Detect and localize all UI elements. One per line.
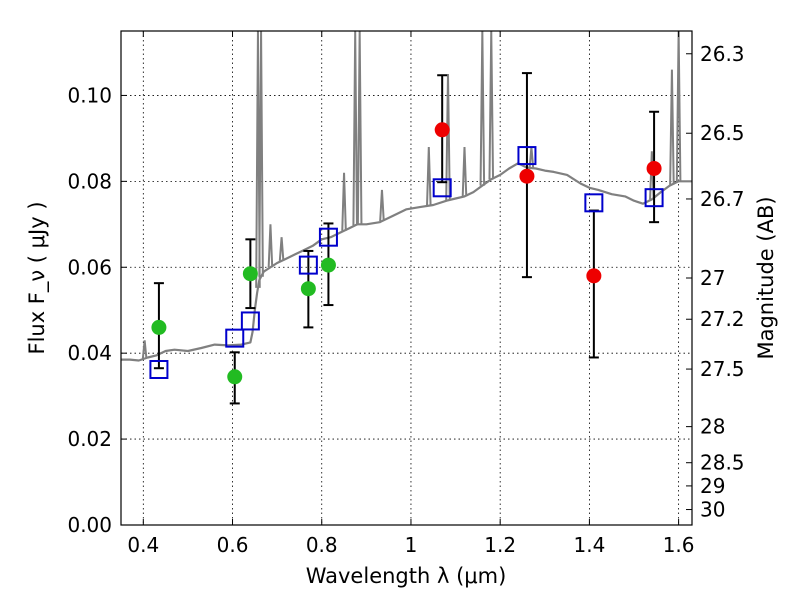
right-tick-label: 28.5 bbox=[700, 451, 745, 475]
red-data-point bbox=[434, 122, 450, 138]
plot-area bbox=[121, 31, 692, 405]
emission-line bbox=[461, 146, 468, 197]
model-photometry-square bbox=[298, 255, 318, 275]
emission-line bbox=[649, 151, 655, 200]
emission-line bbox=[379, 189, 385, 222]
y-tick-label: 0.06 bbox=[67, 255, 112, 279]
plot-frame bbox=[120, 30, 693, 526]
y-axis-label: Flux F_ν ( μJy ) bbox=[25, 201, 50, 354]
axis-ticks: 0.4 0.6 0.8 1 1.2 1.4 1.6 0.00 0.02 0.04 0.06 0.08 0… bbox=[67, 31, 745, 557]
x-tick-label: 1.4 bbox=[573, 533, 605, 557]
emission-line bbox=[445, 73, 451, 201]
green-data-point bbox=[320, 257, 336, 273]
x-axis-label: Wavelength λ (μm) bbox=[306, 564, 507, 588]
emission-line bbox=[278, 237, 285, 261]
emission-line bbox=[669, 69, 675, 185]
y-tick-label: 0.04 bbox=[67, 341, 112, 365]
green-data-point bbox=[227, 369, 243, 385]
emission-line bbox=[426, 146, 432, 206]
model-photometry-square bbox=[584, 193, 604, 213]
y-tick-label: 0.08 bbox=[67, 169, 112, 193]
y-axis-label-right: Magnitude (AB) bbox=[754, 196, 778, 359]
red-data-point bbox=[586, 268, 602, 284]
y-tick-label: 0.02 bbox=[67, 427, 112, 451]
emission-line bbox=[352, 31, 358, 226]
model-photometry-square bbox=[149, 359, 169, 379]
x-tick-label: 1.6 bbox=[663, 533, 695, 557]
model-photometry-square bbox=[432, 178, 452, 198]
x-tick-label: 0.8 bbox=[306, 533, 338, 557]
red-data-point bbox=[519, 168, 535, 184]
x-tick-label: 0.4 bbox=[127, 533, 159, 557]
right-tick-label: 26.5 bbox=[700, 121, 745, 145]
x-tick-label: 1.2 bbox=[484, 533, 516, 557]
green-data-point bbox=[242, 266, 258, 282]
model-spectrum-line bbox=[121, 162, 692, 362]
y-tick-label: 0.10 bbox=[67, 83, 112, 107]
model-photometry-square bbox=[644, 188, 664, 208]
right-tick-label: 26.7 bbox=[700, 187, 745, 211]
emission-line bbox=[488, 31, 495, 180]
grid-lines bbox=[121, 31, 692, 526]
emission-line bbox=[341, 172, 347, 231]
model-photometry-square bbox=[517, 146, 537, 166]
y-tick-label: 0.00 bbox=[67, 513, 112, 537]
emission-line bbox=[479, 31, 486, 186]
green-data-point bbox=[151, 319, 167, 335]
right-tick-label: 27.5 bbox=[700, 357, 745, 381]
x-tick-label: 0.6 bbox=[217, 533, 249, 557]
emission-line bbox=[258, 31, 264, 277]
model-photometry-square bbox=[240, 311, 260, 331]
red-data-point bbox=[646, 160, 662, 176]
model-photometry-square bbox=[318, 227, 338, 247]
right-tick-label: 28 bbox=[700, 415, 725, 439]
emission-line bbox=[141, 340, 148, 359]
green-data-point bbox=[300, 281, 316, 297]
right-tick-label: 26.3 bbox=[700, 42, 745, 66]
model-photometry-square bbox=[225, 328, 245, 348]
right-tick-label: 29 bbox=[700, 474, 725, 498]
right-tick-label: 27.2 bbox=[700, 307, 745, 331]
right-tick-label: 27 bbox=[700, 266, 725, 290]
x-tick-label: 1 bbox=[405, 533, 418, 557]
emission-line bbox=[267, 224, 274, 268]
right-tick-label: 30 bbox=[700, 498, 725, 522]
emission-line bbox=[356, 31, 363, 225]
emission-line bbox=[675, 31, 682, 182]
